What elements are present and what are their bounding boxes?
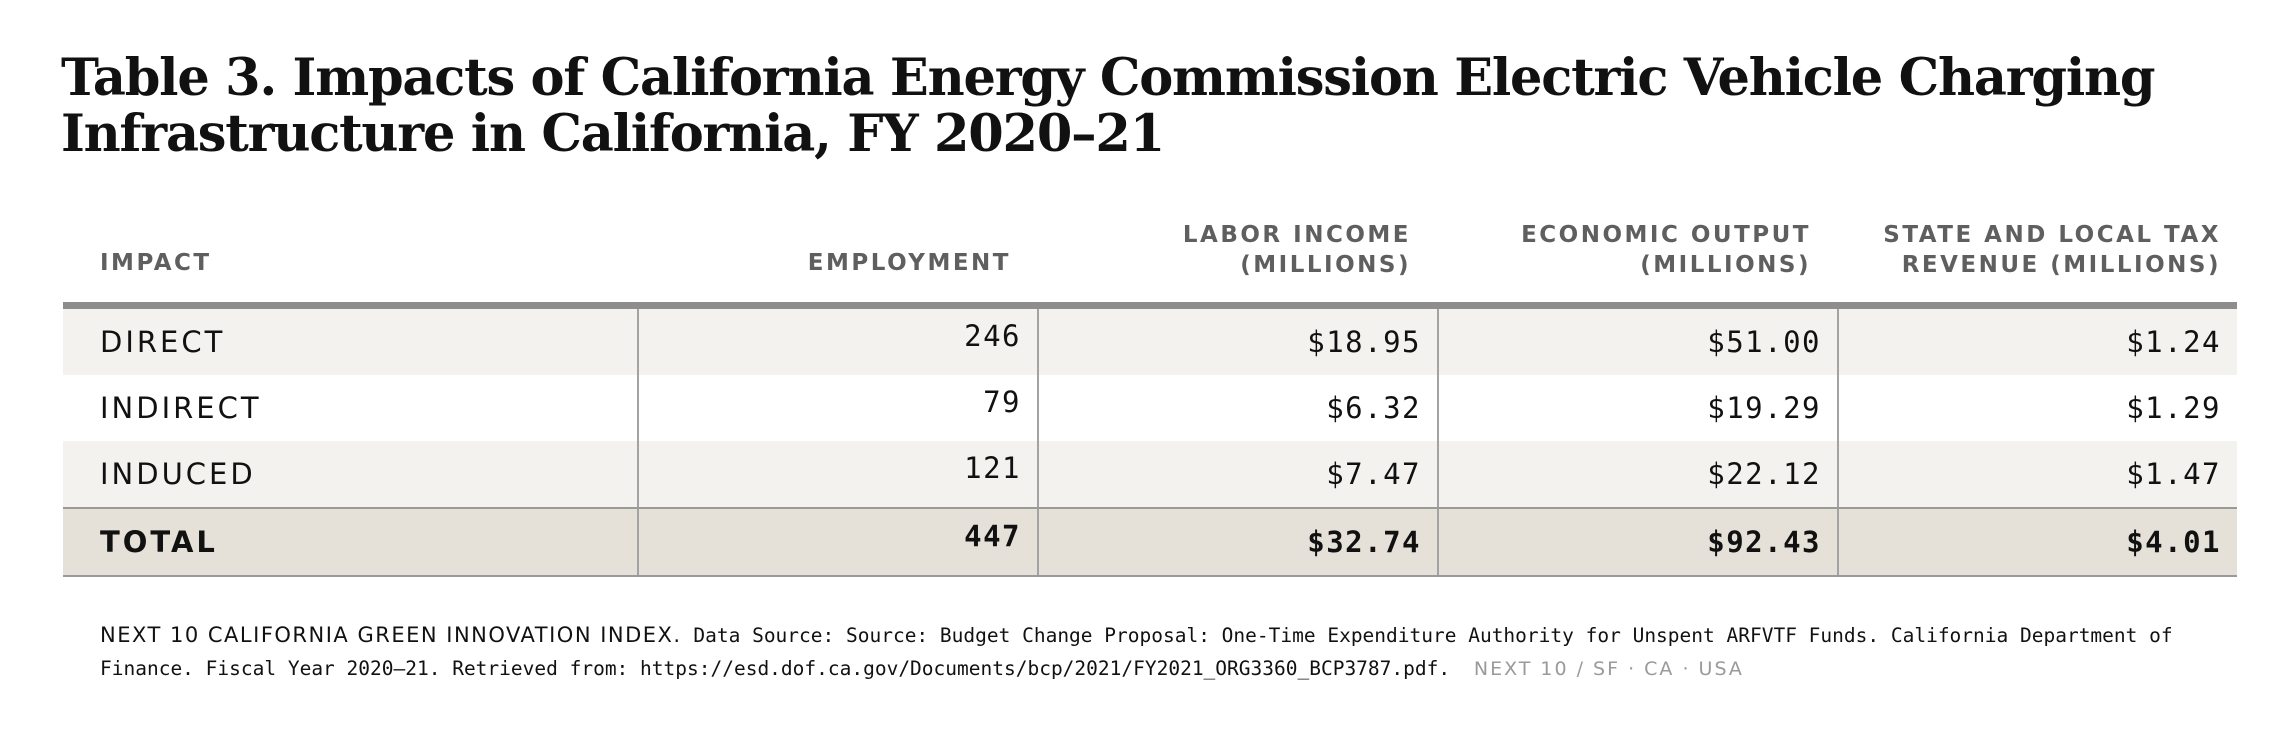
footnote-lead: NEXT 10 CALIFORNIA GREEN INNOVATION INDE… <box>100 623 682 647</box>
row-label: TOTAL <box>100 525 218 559</box>
source-footnote: NEXT 10 CALIFORNIA GREEN INNOVATION INDE… <box>100 619 2240 686</box>
header-divider <box>63 302 2237 309</box>
table-header: IMPACT EMPLOYMENT LABOR INCOME (MILLIONS… <box>63 212 2237 302</box>
row-label: DIRECT <box>100 325 226 359</box>
tax-revenue-cell: $4.01 <box>1837 509 2237 575</box>
column-header-employment: EMPLOYMENT <box>807 250 1011 276</box>
employment-cell: 246 <box>637 309 1037 375</box>
tax-revenue-cell: $1.47 <box>1837 441 2237 507</box>
row-label: INDUCED <box>100 457 256 491</box>
tax-revenue-cell: $1.24 <box>1837 309 2237 375</box>
tax-revenue-cell: $1.29 <box>1837 375 2237 441</box>
column-header-labor-income: LABOR INCOME (MILLIONS) <box>1182 222 1411 278</box>
column-header-tax-revenue: STATE AND LOCAL TAX REVENUE (MILLIONS) <box>1883 222 2221 278</box>
footnote-text: Data Source: Source: Budget Change Propo… <box>100 624 2173 680</box>
economic-output-cell: $22.12 <box>1437 441 1837 507</box>
column-header-impact: IMPACT <box>100 250 212 276</box>
employment-cell: 121 <box>637 441 1037 507</box>
economic-output-cell: $51.00 <box>1437 309 1837 375</box>
table-row-direct: DIRECT 246 $18.95 $51.00 $1.24 <box>63 309 2237 375</box>
table-row-indirect: INDIRECT 79 $6.32 $19.29 $1.29 <box>63 375 2237 441</box>
employment-cell: 79 <box>637 375 1037 441</box>
brand-tag: NEXT 10 / SF · CA · USA <box>1473 658 1744 680</box>
column-header-economic-output: ECONOMIC OUTPUT (MILLIONS) <box>1521 222 1811 278</box>
labor-income-cell: $6.32 <box>1037 375 1437 441</box>
economic-output-cell: $92.43 <box>1437 509 1837 575</box>
economic-output-cell: $19.29 <box>1437 375 1837 441</box>
labor-income-cell: $18.95 <box>1037 309 1437 375</box>
row-label: INDIRECT <box>100 391 262 425</box>
table-row-total: TOTAL 447 $32.74 $92.43 $4.01 <box>63 507 2237 577</box>
impacts-table: IMPACT EMPLOYMENT LABOR INCOME (MILLIONS… <box>63 212 2237 577</box>
labor-income-cell: $32.74 <box>1037 509 1437 575</box>
labor-income-cell: $7.47 <box>1037 441 1437 507</box>
table-title: Table 3. Impacts of California Energy Co… <box>61 48 2156 164</box>
table-row-induced: INDUCED 121 $7.47 $22.12 $1.47 <box>63 441 2237 507</box>
employment-cell: 447 <box>637 509 1037 575</box>
